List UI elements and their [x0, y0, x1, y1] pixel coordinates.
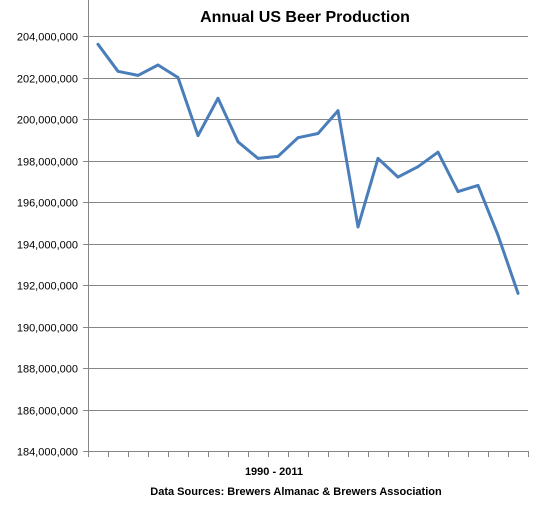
data-point — [416, 165, 420, 169]
data-point — [516, 291, 520, 295]
data-point — [96, 42, 100, 46]
data-point — [256, 157, 260, 160]
y-tick-label: 202,000,000 — [17, 74, 78, 86]
data-point — [116, 69, 120, 73]
x-axis-label: 1990 - 2011 — [245, 466, 303, 478]
chart-title: Annual US Beer Production — [200, 9, 410, 26]
data-point — [276, 155, 280, 158]
data-point — [136, 74, 140, 77]
y-tick-label: 196,000,000 — [17, 198, 78, 210]
y-tick-label: 194,000,000 — [17, 240, 78, 252]
y-tick-label: 184,000,000 — [17, 447, 78, 459]
data-point — [336, 109, 340, 113]
data-point — [476, 184, 480, 187]
data-point — [316, 132, 320, 135]
data-point — [456, 190, 460, 194]
data-point — [376, 157, 380, 160]
data-point — [396, 175, 400, 179]
series-line — [96, 42, 520, 295]
data-point — [436, 150, 440, 154]
data-point — [156, 63, 160, 67]
y-tick-label: 204,000,000 — [17, 32, 78, 44]
y-axis: 184,000,000 186,000,000 188,000,000 190,000… — [17, 0, 89, 459]
x-axis — [88, 451, 529, 457]
y-tick-label: 190,000,000 — [17, 323, 78, 335]
gridlines — [88, 36, 528, 411]
data-point — [496, 233, 500, 237]
y-tick-label: 192,000,000 — [17, 281, 78, 293]
data-point — [236, 140, 240, 144]
data-point — [176, 76, 180, 79]
data-source-note: Data Sources: Brewers Almanac & Brewers … — [150, 486, 442, 498]
y-tick-label: 188,000,000 — [17, 364, 78, 376]
series-layer — [96, 42, 520, 295]
data-point — [356, 225, 360, 229]
data-point — [216, 96, 220, 100]
data-point — [196, 134, 200, 138]
y-tick-label: 200,000,000 — [17, 115, 78, 127]
y-tick-label: 198,000,000 — [17, 157, 78, 169]
data-point — [296, 136, 300, 140]
y-tick-label: 186,000,000 — [17, 406, 78, 418]
